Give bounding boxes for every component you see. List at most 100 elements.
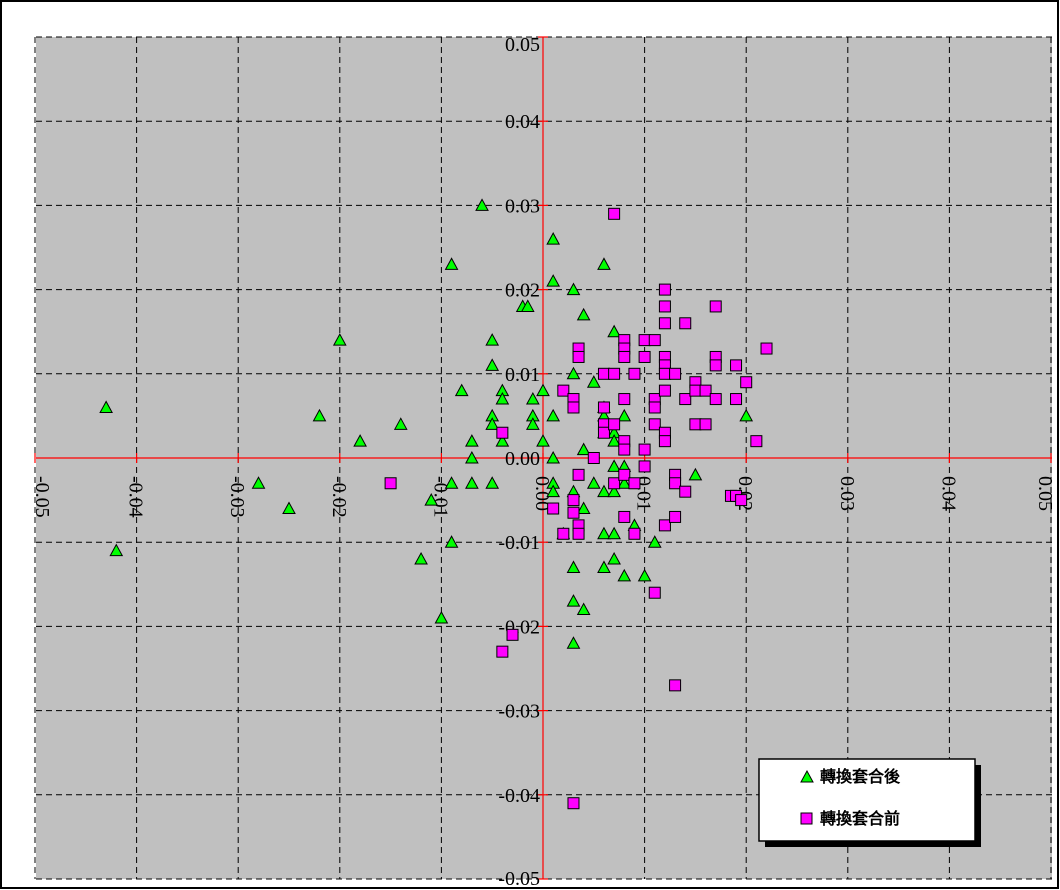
point-after [576,602,591,616]
point-before [506,628,519,641]
legend-label-after: 轉換套合後 [820,767,901,786]
point-after [607,434,621,447]
point-before [669,679,682,692]
point-after [688,467,703,481]
point-after [546,484,561,498]
point-after [607,526,621,540]
point-after [566,636,581,649]
point-after [566,594,581,607]
point-after [617,476,632,489]
point-after [312,408,327,422]
point-after [444,476,459,489]
point-before [658,283,671,296]
point-before [658,435,671,448]
point-before [618,468,631,481]
point-before [572,350,585,363]
x-tick-label: -0.03 [226,476,248,518]
point-after [475,198,489,211]
point-after [647,535,662,548]
point-before [730,359,743,372]
point-before [638,443,651,456]
point-before [628,367,641,380]
point-after [576,307,591,321]
y-tick-label: -0.03 [498,701,540,723]
point-before [567,401,580,414]
y-tick-label: -0.02 [498,616,540,638]
point-after [444,535,459,548]
point-before [658,384,671,397]
point-after [546,408,561,422]
point-after [520,299,535,312]
point-before [557,527,570,540]
point-after [424,493,439,506]
point-before [618,350,631,363]
point-after [546,232,561,245]
legend-box [758,758,976,842]
point-after [485,417,500,430]
point-before [618,393,631,406]
point-before [608,477,621,490]
point-after [465,476,479,489]
point-after [597,484,611,498]
point-after [251,476,266,489]
point-before [735,494,748,507]
point-before [547,502,560,515]
point-after [434,610,449,624]
y-tick-label: 0.00 [505,448,540,470]
x-tick-label: 0.05 [1034,476,1056,511]
point-after [485,358,500,371]
x-tick-label: -0.01 [429,476,451,518]
point-after [607,551,621,565]
point-before [557,384,570,397]
point-before [638,334,651,347]
point-after [465,450,479,464]
point-before [572,527,585,540]
point-after [597,560,611,573]
point-before [597,426,610,439]
point-before [608,207,621,220]
point-before [597,401,610,414]
point-before [384,477,397,490]
point-after [525,392,540,405]
point-before [648,418,661,431]
x-tick-label: 0.04 [937,476,959,511]
data-points [99,198,773,810]
legend-label-before: 轉換套合前 [820,809,900,828]
point-after [536,383,550,397]
point-before [658,367,671,380]
point-before [658,317,671,330]
point-before [648,401,661,414]
legend-marker-before [800,812,813,825]
y-tick-label: 0.03 [505,195,540,217]
point-after [586,375,601,388]
point-after [332,333,347,346]
point-after [414,551,428,565]
point-before [567,506,580,519]
point-before [669,510,682,523]
point-after [617,408,632,422]
y-tick-label: 0.04 [505,111,540,133]
point-before [597,367,610,380]
y-tick-label: 0.02 [505,280,540,302]
point-before [648,334,661,347]
point-after [597,257,611,270]
x-tick-label: -0.05 [31,476,53,518]
point-after [495,392,510,405]
point-after [495,434,510,447]
point-before [496,426,509,439]
point-after [465,434,479,447]
point-before [679,393,692,406]
point-after [109,543,124,557]
point-before [740,376,753,389]
point-after [444,257,459,270]
point-after [282,501,296,515]
point-before [608,418,621,431]
point-after [576,442,591,456]
point-after [597,526,611,540]
x-tick-label: 0.03 [836,476,858,511]
point-after [525,417,540,430]
point-after [607,324,621,338]
point-after [485,333,500,346]
point-before [760,342,773,355]
